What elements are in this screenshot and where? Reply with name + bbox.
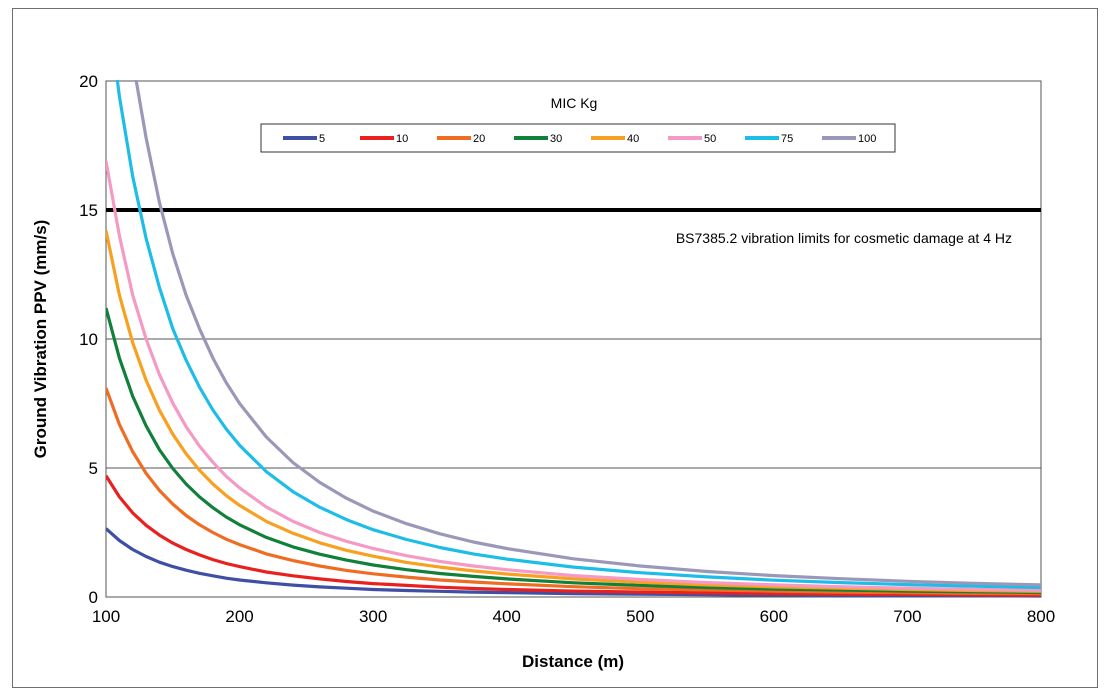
series-line-20	[106, 387, 1041, 596]
legend-label-75: 75	[781, 133, 793, 145]
legend-label-5: 5	[319, 133, 325, 145]
legend-label-50: 50	[704, 133, 716, 145]
y-axis-title: Ground Vibration PPV (mm/s)	[31, 220, 50, 459]
x-tick-label: 500	[626, 607, 654, 626]
legend-label-40: 40	[627, 133, 639, 145]
y-tick-label: 15	[79, 201, 98, 220]
legend-label-100: 100	[858, 133, 876, 145]
y-axis-ticks: 0 5 10 15 20	[79, 72, 98, 607]
x-tick-label: 600	[760, 607, 788, 626]
x-tick-label: 200	[225, 607, 253, 626]
legend-label-30: 30	[550, 133, 562, 145]
x-tick-label: 700	[893, 607, 921, 626]
x-tick-label: 100	[92, 607, 120, 626]
x-tick-label: 800	[1027, 607, 1055, 626]
series-line-5	[106, 527, 1041, 598]
legend-title: MIC Kg	[551, 95, 598, 111]
y-tick-label: 20	[79, 72, 98, 91]
legend-box	[260, 123, 896, 153]
y-tick-label: 5	[89, 459, 98, 478]
series-line-30	[106, 307, 1041, 594]
limit-line-annotation: BS7385.2 vibration limits for cosmetic d…	[676, 230, 1012, 246]
x-tick-label: 300	[359, 607, 387, 626]
series-line-50	[106, 160, 1041, 592]
series-line-100	[134, 80, 1041, 587]
x-tick-label: 400	[493, 607, 521, 626]
series-line-40	[106, 230, 1041, 593]
series-group	[106, 80, 1041, 598]
legend-label-10: 10	[396, 133, 408, 145]
x-axis-title: Distance (m)	[522, 652, 624, 671]
y-tick-label: 0	[89, 588, 98, 607]
series-line-75	[115, 80, 1041, 590]
y-tick-label: 10	[79, 330, 98, 349]
series-line-10	[106, 474, 1041, 597]
legend-label-20: 20	[473, 133, 485, 145]
legend-items: 5 10 20 30 40 50 75 100	[283, 133, 876, 145]
x-axis-ticks: 100 200 300 400 500 600 700 800	[92, 607, 1055, 626]
